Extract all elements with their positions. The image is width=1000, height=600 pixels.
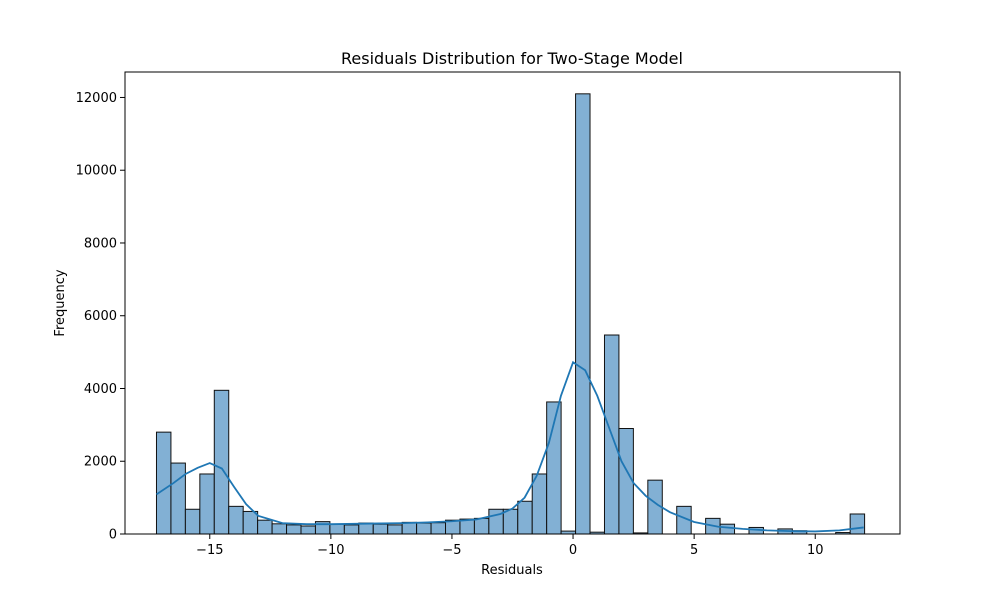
histogram-bar [473, 517, 490, 535]
y-tick-label: 4000 [84, 382, 117, 397]
histogram-bar [618, 428, 634, 535]
histogram-bar [849, 513, 866, 535]
y-tick-label: 12000 [76, 91, 117, 106]
x-tick-label: −15 [196, 543, 223, 558]
histogram-bar [343, 524, 360, 535]
x-axis-label: Residuals [481, 563, 543, 578]
histogram-bar [719, 523, 736, 535]
histogram-bar [300, 525, 316, 535]
histogram-bar [228, 505, 244, 535]
x-tick-label: −5 [442, 543, 461, 558]
y-tick-label: 0 [109, 528, 117, 543]
histogram-bar [199, 473, 215, 535]
histogram-bar [502, 508, 519, 535]
histogram-bar [416, 522, 432, 535]
histogram-bar [155, 431, 172, 535]
histogram-bar [387, 524, 403, 535]
chart-title: Residuals Distribution for Two-Stage Mod… [341, 49, 683, 68]
y-axis-ticks: 0 2000 4000 6000 8000 10000 12000 [76, 91, 125, 543]
histogram-bar [213, 389, 230, 535]
histogram-bar [575, 93, 591, 535]
histogram-bar [242, 510, 259, 535]
histogram-bar [286, 524, 302, 535]
histogram-bar [257, 519, 273, 535]
histogram-bar [271, 523, 288, 535]
histogram-bar [358, 522, 374, 535]
x-tick-label: 0 [569, 543, 577, 558]
y-tick-label: 10000 [76, 164, 117, 179]
y-tick-label: 8000 [84, 236, 117, 251]
histogram-bar [184, 508, 201, 535]
histogram-bar [531, 473, 548, 535]
histogram-bar [401, 521, 418, 535]
x-axis-ticks: −15 −10 −5 0 5 10 [196, 534, 824, 558]
plot-frame [124, 71, 901, 535]
histogram-bars [155, 93, 866, 535]
x-tick-label: 5 [690, 543, 698, 558]
histogram-bar [329, 523, 345, 535]
histogram-bar [372, 523, 389, 535]
x-tick-label: −10 [317, 543, 344, 558]
histogram-bar [517, 500, 533, 535]
kde-curve [155, 360, 864, 533]
histogram-bar [430, 522, 447, 535]
x-tick-label: 10 [807, 543, 824, 558]
y-tick-label: 2000 [84, 455, 117, 470]
histogram-bar [170, 462, 186, 535]
y-tick-label: 6000 [84, 309, 117, 324]
y-axis-label: Frequency [53, 269, 68, 336]
